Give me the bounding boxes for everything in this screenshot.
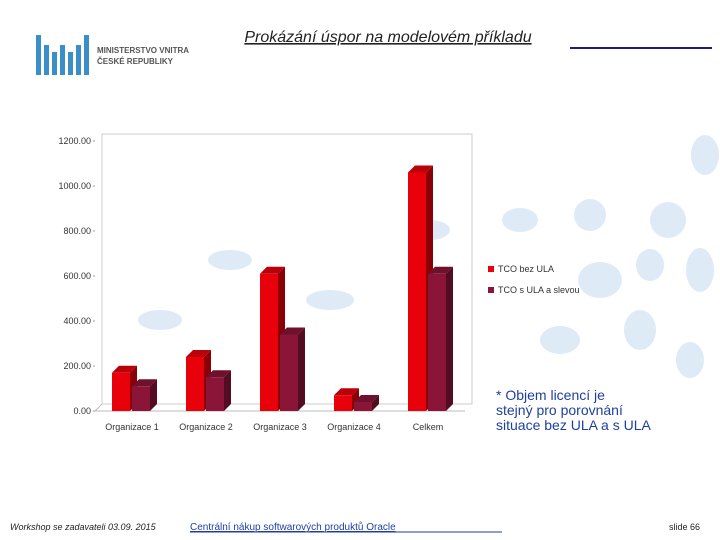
bar-front	[334, 395, 352, 411]
footer-center: Centrální nákup softwarových produktů Or…	[190, 521, 396, 533]
bar-front	[260, 273, 278, 411]
bar-top	[112, 365, 137, 373]
bar-front	[408, 172, 426, 411]
logo: MINISTERSTVO VNITRA ČESKÉ REPUBLIKY	[36, 35, 189, 75]
legend-swatch	[488, 266, 494, 272]
footer-right: slide 66	[669, 522, 700, 532]
x-tick-label: Celkem	[413, 422, 444, 432]
y-tick-label: 0.00	[73, 406, 91, 416]
logo-text: MINISTERSTVO VNITRA	[97, 46, 189, 55]
bar-top	[334, 388, 359, 396]
left-wall	[94, 403, 103, 412]
x-tick-label: Organizace 4	[327, 422, 381, 432]
bar-top	[354, 395, 379, 402]
y-tick-label: 800.00	[63, 226, 91, 236]
back-wall	[101, 133, 473, 405]
logo-text: ČESKÉ REPUBLIKY	[97, 57, 174, 66]
bar-front	[186, 357, 204, 411]
bar-front	[206, 377, 224, 411]
bar-side	[372, 395, 379, 411]
bar	[206, 370, 231, 411]
bar-side	[298, 327, 305, 411]
bar	[280, 327, 305, 411]
note: * Objem licencí je stejný pro porovnání si…	[496, 387, 652, 433]
legend-swatch	[488, 287, 494, 293]
x-tick-label: Organizace 1	[105, 422, 159, 432]
bar-side	[150, 379, 157, 411]
bar-top	[186, 350, 211, 357]
footer-left: Workshop se zadavateli 03.09. 2015	[10, 522, 157, 532]
chart-title: Prokázání úspor na modelovém příkladu	[244, 29, 531, 46]
x-tick-label: Organizace 2	[179, 422, 233, 432]
y-tick-label: 1000.00	[58, 181, 91, 191]
bar-top	[132, 379, 157, 387]
background-dots	[138, 135, 719, 378]
bar-top	[206, 370, 231, 378]
bar-side	[446, 266, 453, 411]
bar-front	[132, 386, 150, 411]
bar-top	[280, 327, 305, 335]
bar-front	[428, 273, 446, 411]
x-tick-label: Organizace 3	[253, 422, 307, 432]
bar-front	[280, 334, 298, 411]
bar-top	[408, 165, 433, 173]
y-tick-label: 200.00	[63, 361, 91, 371]
y-tick-label: 600.00	[63, 271, 91, 281]
bar	[132, 379, 157, 411]
bar	[354, 395, 379, 411]
bar-front	[112, 372, 130, 411]
y-tick-label: 400.00	[63, 316, 91, 326]
bar	[112, 365, 137, 411]
bar-side	[224, 370, 231, 411]
bar-top	[260, 266, 285, 274]
bar	[428, 266, 453, 411]
legend-label: TCO bez ULA	[498, 264, 554, 274]
bar-front	[354, 402, 372, 411]
legend-label: TCO s ULA a slevou	[498, 285, 580, 295]
y-tick-label: 1200.00	[58, 136, 91, 146]
bar-top	[428, 266, 453, 274]
